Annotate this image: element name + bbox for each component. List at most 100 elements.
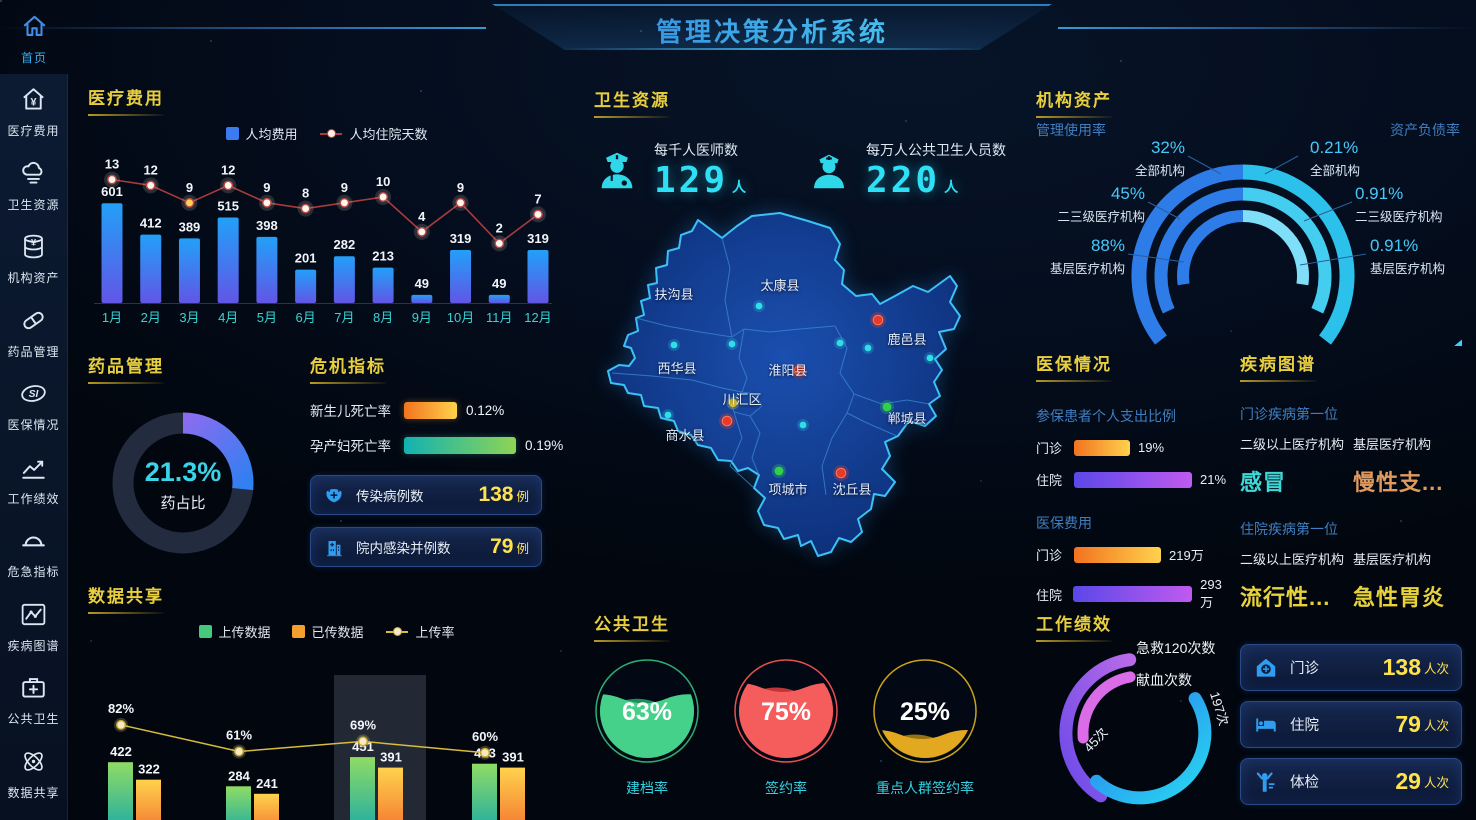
disease-org: 二级以上医疗机构 bbox=[1240, 437, 1345, 452]
svg-text:25%: 25% bbox=[900, 698, 950, 726]
sidebar-item-1[interactable]: 卫生资源 bbox=[0, 148, 67, 222]
panel-public-health: 公共卫生 63% 建档率 75% 签约率 25% 重点人群签约率 bbox=[594, 610, 1030, 816]
map-region-label[interactable]: 鹿邑县 bbox=[887, 332, 927, 347]
map-marker-cyan[interactable] bbox=[668, 339, 680, 351]
performance-card-label: 住院 bbox=[1290, 718, 1319, 734]
panel-medical-cost: 医疗费用 人均费用 人均住院天数 601 1月 412 2月 389 3月 515 4月 398 5… bbox=[88, 84, 566, 346]
insurance-bar-value: 19% bbox=[1138, 440, 1165, 455]
legend-label: 人均住院天数 bbox=[349, 127, 428, 142]
sidebar-item-label: 医保情况 bbox=[7, 418, 60, 432]
sidebar-item-3[interactable]: 药品管理 bbox=[0, 295, 67, 369]
svg-text:412: 412 bbox=[140, 216, 162, 231]
insurance-group-label: 参保患者个人支出比例 bbox=[1036, 408, 1176, 424]
assets-left-value: 88% bbox=[1090, 236, 1125, 255]
map-marker-red[interactable] bbox=[870, 312, 886, 328]
share-icon bbox=[19, 747, 48, 776]
performance-card-label: 门诊 bbox=[1290, 661, 1319, 677]
background-stars bbox=[0, 0, 2, 2]
disease-name: 慢性支... bbox=[1353, 470, 1444, 495]
svg-text:201: 201 bbox=[295, 251, 317, 266]
legend-item[interactable]: 人均费用 bbox=[226, 124, 298, 143]
map-marker-cyan[interactable] bbox=[862, 342, 874, 354]
disease-section-label: 住院疾病第一位 bbox=[1240, 521, 1338, 537]
map-region-label[interactable]: 郸城县 bbox=[887, 411, 927, 426]
gauge-label: 建档率 bbox=[626, 780, 668, 796]
svg-text:213: 213 bbox=[372, 249, 394, 264]
svg-text:60%: 60% bbox=[472, 729, 498, 744]
crisis-indicator-bar bbox=[404, 436, 516, 454]
map-region-label[interactable]: 川汇区 bbox=[722, 392, 762, 407]
map-marker-green[interactable] bbox=[880, 400, 894, 414]
svg-text:9: 9 bbox=[186, 180, 193, 195]
svg-text:322: 322 bbox=[138, 762, 160, 777]
performance-card-unit: 人次 bbox=[1423, 776, 1449, 790]
map-marker-cyan[interactable] bbox=[726, 338, 738, 350]
svg-text:5月: 5月 bbox=[257, 310, 277, 325]
map-marker-cyan[interactable] bbox=[924, 352, 936, 364]
map-region-label[interactable]: 扶沟县 bbox=[654, 287, 694, 302]
legend-swatch bbox=[292, 625, 306, 638]
sidebar-item-5[interactable]: 工作绩效 bbox=[0, 442, 67, 516]
sidebar-item-7[interactable]: 疾病图谱 bbox=[0, 589, 67, 663]
svg-text:69%: 69% bbox=[350, 717, 376, 732]
map-region-label[interactable]: 商水县 bbox=[665, 428, 705, 443]
insurance-bar-value: 219万 bbox=[1169, 548, 1204, 563]
map-marker-red[interactable] bbox=[791, 363, 807, 379]
map-marker-cyan[interactable] bbox=[753, 300, 765, 312]
drug-donut-chart: 21.3% 药占比 bbox=[98, 398, 300, 573]
sidebar-item-0[interactable]: ¥ 医疗费用 bbox=[0, 74, 67, 148]
crisis-indicator-value: 0.19% bbox=[525, 437, 564, 453]
hospital-icon bbox=[323, 536, 345, 558]
header-band-shape bbox=[492, 4, 1052, 50]
sidebar-item-label: 医疗费用 bbox=[7, 124, 60, 138]
map-marker-yellow[interactable] bbox=[726, 396, 740, 410]
map-region-label[interactable]: 项城市 bbox=[768, 482, 808, 497]
sidebar-item-9[interactable]: 数据共享 bbox=[0, 736, 67, 810]
map-region-label[interactable]: 沈丘县 bbox=[832, 482, 872, 497]
map-marker-cyan[interactable] bbox=[797, 419, 809, 431]
sidebar-menu: ¥ 医疗费用 卫生资源 ¥ 机构资产 药品管理 SI 医保情况工作绩效 危急指标疾病图谱公共卫生… bbox=[0, 74, 68, 820]
svg-text:82%: 82% bbox=[108, 701, 134, 716]
crisis-indicator-row: 孕产妇死亡率 0.19% bbox=[310, 435, 566, 455]
svg-text:422: 422 bbox=[110, 744, 132, 759]
map-region-label[interactable]: 西华县 bbox=[657, 361, 697, 376]
performance-arc-label: 献血次数 bbox=[1136, 672, 1192, 688]
map-marker-cyan[interactable] bbox=[662, 409, 674, 421]
map-region-label[interactable]: 淮阳县 bbox=[768, 363, 808, 378]
sidebar-item-6[interactable]: 危急指标 bbox=[0, 515, 67, 589]
insurance-group-label: 医保费用 bbox=[1036, 515, 1092, 531]
map-marker-red[interactable] bbox=[719, 413, 735, 429]
resource-stat-label: 每千人医师数 bbox=[654, 142, 738, 158]
assets-left-label: 二三级医疗机构 bbox=[1057, 210, 1145, 224]
svg-text:391: 391 bbox=[380, 750, 402, 765]
crisis-indicator-label: 新生儿死亡率 bbox=[310, 404, 391, 419]
sidebar-item-label: 疾病图谱 bbox=[7, 638, 60, 653]
data-share-legend: 上传数据 已传数据 上传率 bbox=[88, 622, 566, 641]
sidebar-item-4[interactable]: SI 医保情况 bbox=[0, 368, 67, 442]
assets-right-label: 基层医疗机构 bbox=[1370, 262, 1446, 276]
disease-section: 门诊疾病第一位 二级以上医疗机构 感冒 基层医疗机构 慢性支... bbox=[1240, 404, 1466, 497]
bed-icon bbox=[1253, 712, 1279, 738]
map-region-label[interactable]: 太康县 bbox=[760, 278, 800, 293]
panel-drug: 药品管理 21.3% 药占比 bbox=[88, 352, 300, 580]
legend-item[interactable]: 已传数据 bbox=[292, 622, 364, 641]
map-marker-red[interactable] bbox=[833, 465, 849, 481]
sidebar-item-home[interactable]: 首页 bbox=[0, 12, 68, 66]
si-icon: SI bbox=[19, 379, 48, 408]
gauge-label: 重点人群签约率 bbox=[876, 780, 974, 796]
crisis-card-unit: 例 bbox=[516, 489, 529, 504]
crisis-card-value: 138 bbox=[478, 483, 514, 506]
medical-cost-legend: 人均费用 人均住院天数 bbox=[88, 124, 566, 143]
sidebar-item-8[interactable]: 公共卫生 bbox=[0, 662, 67, 736]
page-title: 管理决策分析系统 bbox=[492, 12, 1052, 49]
legend-item[interactable]: 人均住院天数 bbox=[319, 124, 428, 143]
legend-item[interactable]: 上传数据 bbox=[199, 622, 270, 641]
sidebar-item-2[interactable]: ¥ 机构资产 bbox=[0, 221, 67, 295]
panel-title-disease: 疾病图谱 bbox=[1240, 350, 1316, 382]
map-marker-green[interactable] bbox=[772, 464, 786, 478]
disease-org: 基层医疗机构 bbox=[1353, 552, 1432, 567]
svg-text:7月: 7月 bbox=[334, 310, 354, 325]
map-marker-cyan[interactable] bbox=[834, 337, 846, 349]
svg-text:药占比: 药占比 bbox=[160, 495, 205, 512]
legend-item[interactable]: 上传率 bbox=[385, 622, 455, 641]
